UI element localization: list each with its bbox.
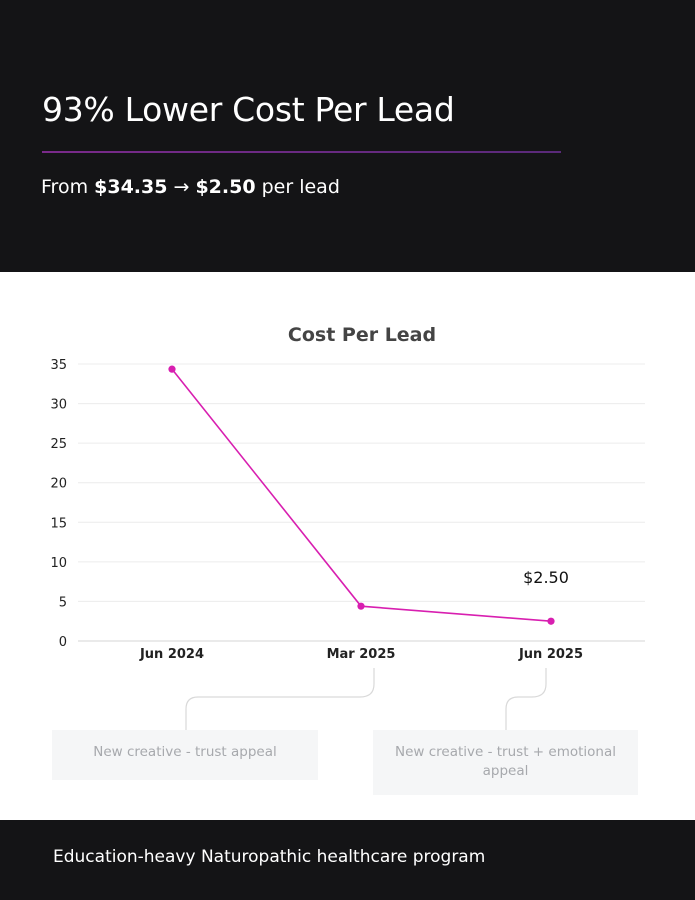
data-point: [168, 365, 176, 373]
annotation-box-trust-appeal: New creative - trust appeal: [52, 730, 318, 780]
to-value: $2.50: [195, 176, 256, 198]
from-value: $34.35: [94, 176, 168, 198]
headline: 93% Lower Cost Per Lead: [42, 90, 455, 129]
data-label: $2.50: [523, 568, 569, 587]
y-tick-label: 5: [59, 595, 67, 610]
footer-banner: Education-heavy Naturopathic healthcare …: [0, 820, 695, 900]
y-tick-label: 30: [50, 398, 67, 413]
y-tick-label: 0: [59, 635, 67, 650]
header-banner: 93% Lower Cost Per Lead From $34.35 → $2…: [0, 0, 695, 272]
x-tick-label: Jun 2025: [518, 647, 583, 662]
y-tick-label: 20: [50, 477, 67, 492]
subheadline-suffix: per lead: [255, 176, 340, 198]
chart-title: Cost Per Lead: [288, 324, 436, 346]
x-tick-label: Mar 2025: [327, 647, 396, 662]
data-point: [357, 602, 365, 610]
subheadline: From $34.35 → $2.50 per lead: [41, 176, 340, 198]
chart-panel: [0, 272, 695, 820]
y-tick-label: 10: [50, 556, 67, 571]
series-line: [171, 368, 552, 623]
arrow-glyph: →: [167, 176, 196, 198]
subheadline-prefix: From: [41, 176, 95, 198]
x-tick-label: Jun 2024: [139, 647, 204, 662]
annotation-connector: [505, 668, 547, 730]
footer-caption: Education-heavy Naturopathic healthcare …: [53, 847, 486, 867]
annotation-box-trust-emotional-appeal: New creative - trust + emotional appeal: [373, 730, 638, 795]
y-tick-label: 25: [50, 437, 67, 452]
annotation-connector: [185, 668, 375, 730]
y-tick-label: 15: [50, 516, 67, 531]
header-divider: [42, 151, 561, 153]
y-tick-label: 35: [50, 358, 67, 373]
data-point: [547, 617, 555, 625]
